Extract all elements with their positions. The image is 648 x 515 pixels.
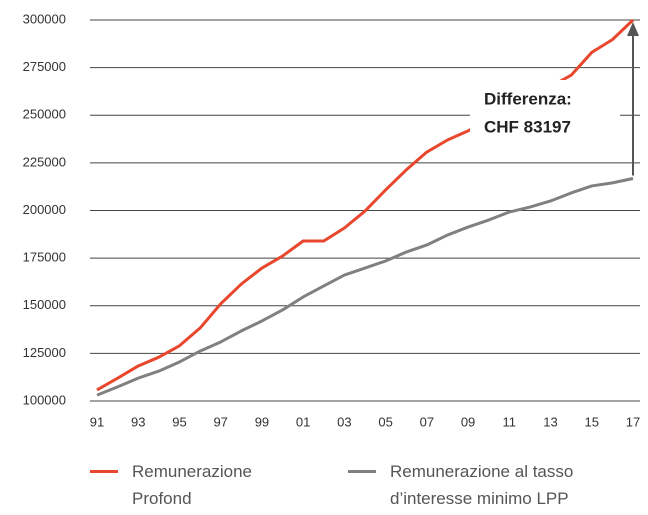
annotation: CHF 83197 (484, 117, 571, 136)
chart: 100000 125000 150000 175000 200000 225000 2500… (23, 11, 641, 429)
x-tick-label: 91 (90, 414, 104, 429)
y-tick-label: 100000 (23, 392, 66, 407)
legend-item: Remunerazione al tasso d’interesse minim… (348, 458, 638, 512)
x-tick-label: 03 (337, 414, 351, 429)
arrow-head (627, 22, 639, 36)
x-tick-label: 07 (420, 414, 434, 429)
x-tick-label: 97 (213, 414, 227, 429)
x-tick-label: 93 (131, 414, 145, 429)
y-tick-label: 125000 (23, 345, 66, 360)
legend-label: Remunerazione Profond (132, 462, 253, 508)
y-tick-label: 275000 (23, 59, 66, 74)
x-tick-label: 99 (255, 414, 269, 429)
y-tick-label: 250000 (23, 107, 66, 122)
legend-item: Remunerazione Profond (90, 458, 310, 512)
x-tick-label: 05 (378, 414, 392, 429)
legend-label: Remunerazione al tasso d’interesse minim… (390, 462, 574, 508)
x-tick-label: 15 (585, 414, 599, 429)
legend-swatch (348, 470, 376, 473)
series-line (96, 177, 634, 397)
annotation-box (470, 80, 620, 150)
y-tick-label: 175000 (23, 250, 66, 265)
x-tick-label: 09 (461, 414, 475, 429)
x-tick-label: 13 (543, 414, 557, 429)
y-tick-label: 225000 (23, 154, 66, 169)
x-tick-label: 11 (503, 414, 517, 429)
series-line (96, 18, 635, 392)
x-tick-label: 17 (626, 414, 640, 429)
y-tick-label: 150000 (23, 297, 66, 312)
y-tick-label: 300000 (23, 11, 66, 26)
legend-swatch (90, 470, 118, 473)
x-tick-label: 95 (172, 414, 186, 429)
x-tick-label: 01 (296, 414, 310, 429)
y-tick-label: 200000 (23, 202, 66, 217)
annotation: Differenza: (484, 89, 572, 108)
